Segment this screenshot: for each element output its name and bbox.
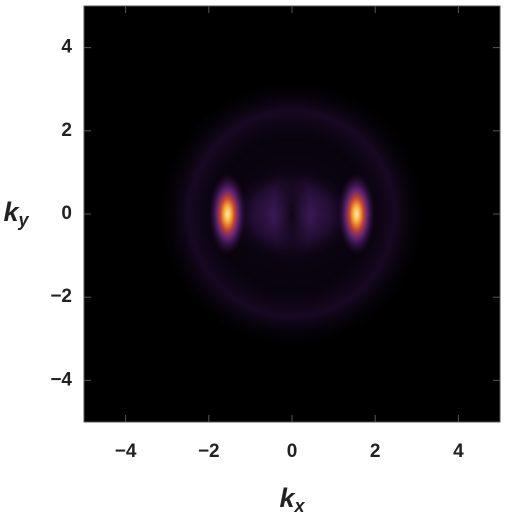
- x-axis-label-sub: x: [294, 496, 306, 516]
- x-axis-label: kx: [279, 483, 305, 516]
- y-tick-label: 2: [61, 120, 72, 141]
- y-axis-label-main: k: [3, 197, 20, 227]
- x-tick-label: 2: [370, 441, 381, 462]
- x-axis-label-main: k: [279, 483, 296, 513]
- density-peak: [337, 172, 376, 256]
- x-tick-label: −2: [198, 441, 220, 462]
- y-tick-label: −4: [50, 369, 72, 390]
- y-axis-label-sub: y: [18, 210, 30, 230]
- y-tick-label: 4: [61, 37, 72, 58]
- x-tick-label: −4: [115, 441, 137, 462]
- density-peak: [208, 172, 247, 256]
- x-tick-label: 0: [287, 441, 298, 462]
- plot-area: [84, 6, 500, 422]
- y-tick-label: −2: [50, 286, 72, 307]
- y-tick-label: 0: [61, 203, 72, 224]
- density-hole: [273, 155, 311, 273]
- x-tick-label: 4: [453, 441, 464, 462]
- y-axis-label: ky: [3, 197, 29, 230]
